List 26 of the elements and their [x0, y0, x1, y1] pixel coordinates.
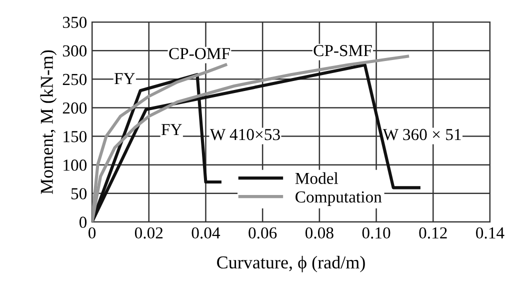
y-tick-label: 100 [64, 160, 87, 171]
legend-label: Model [295, 172, 338, 184]
annotation: W 410×53 [210, 128, 280, 140]
x-tick-label: 0.14 [476, 227, 504, 239]
x-tick-label: 0.08 [305, 227, 334, 239]
y-tick-label: 0 [79, 216, 87, 228]
x-tick-label: 0.04 [192, 227, 220, 239]
annotation: CP-SMF [314, 45, 372, 56]
y-tick-label: 300 [62, 45, 87, 57]
y-tick-label: 200 [62, 102, 87, 114]
annotation: FY [114, 73, 135, 84]
y-axis-title: Moment, M (kN-m) [40, 50, 57, 194]
x-tick-label: 0.10 [362, 227, 390, 239]
x-axis-title: Curvature, ϕ (rad/m) [217, 256, 365, 272]
x-tick-label: 0.06 [248, 227, 277, 239]
legend-label: Computation [296, 191, 382, 206]
y-tick-label: 350 [62, 16, 87, 28]
y-tick-label: 250 [62, 74, 87, 86]
y-tick-label: 150 [64, 130, 87, 142]
annotation: FY [161, 124, 182, 136]
y-tick-label: 50 [71, 188, 87, 200]
annotation: W 360 × 51 [382, 128, 461, 140]
x-tick-label: 0.12 [419, 227, 447, 239]
x-tick-label: 0 [88, 227, 96, 239]
annotation: CP-OMF [169, 48, 230, 60]
x-tick-label: 0.02 [134, 227, 163, 239]
